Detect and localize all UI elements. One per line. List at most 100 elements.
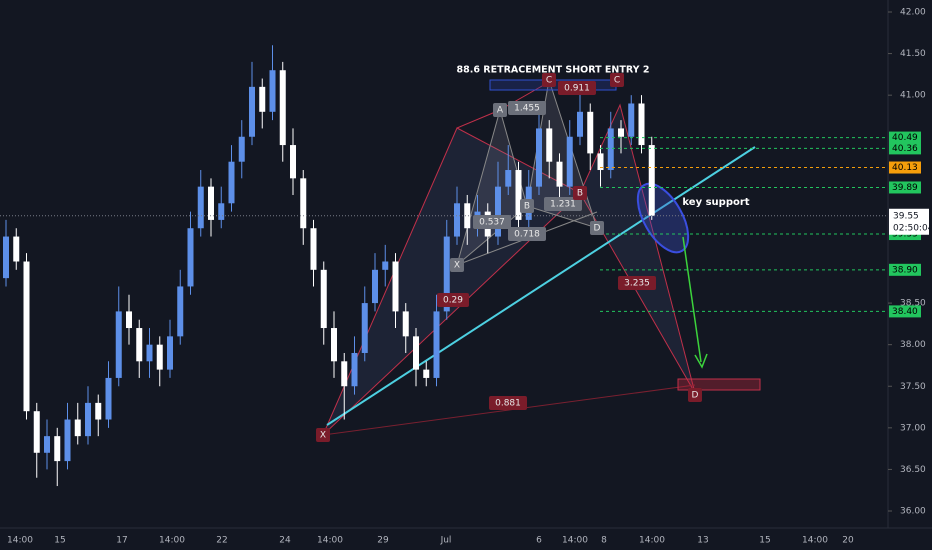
x-tick-label: 14:00	[562, 536, 588, 546]
candle-body	[597, 153, 604, 171]
candle-body	[95, 402, 102, 420]
level-box	[889, 181, 921, 194]
annotation-box	[688, 388, 702, 402]
x-tick-label: 13	[697, 536, 708, 546]
candle-body	[566, 136, 573, 187]
annotation-box	[489, 396, 527, 410]
x-tick-label: 17	[116, 536, 127, 546]
candle-body	[372, 269, 378, 304]
annotation-box	[610, 73, 624, 87]
annotation-box	[520, 199, 534, 213]
annotation: D	[594, 224, 601, 234]
annotation: B	[577, 189, 583, 199]
arrow	[682, 236, 702, 363]
annotation: B	[524, 202, 530, 212]
candle-body	[228, 161, 235, 204]
candle-body	[269, 70, 276, 112]
candle-body	[259, 86, 266, 112]
candle-body	[587, 111, 594, 154]
candle-body	[85, 402, 91, 437]
candle-body	[33, 411, 40, 453]
annotation: D	[692, 391, 699, 401]
y-tick-label: 42.00	[900, 8, 926, 18]
candle-body	[361, 303, 368, 353]
candle-body	[546, 128, 553, 162]
candle-body	[167, 336, 173, 370]
candle-body	[607, 128, 614, 171]
trendline	[326, 146, 756, 426]
annotation: 3.235	[624, 279, 650, 289]
annotation-box	[590, 221, 604, 235]
candle-body	[187, 228, 194, 287]
candle-body	[443, 236, 450, 312]
candle-body	[382, 261, 389, 270]
annotation-box	[558, 81, 596, 95]
candle-body	[628, 103, 635, 137]
x-tick-label: 14:00	[639, 536, 665, 546]
annotation: C	[614, 76, 620, 86]
candle-body	[136, 328, 143, 362]
annotation-box	[618, 276, 656, 290]
annotation-box	[508, 227, 546, 241]
y-tick-label: 38.00	[900, 340, 926, 350]
level-box	[889, 142, 921, 155]
candle-body	[279, 70, 286, 146]
candle-body	[115, 311, 122, 378]
candle-body	[402, 311, 409, 337]
annotation: X	[454, 261, 460, 271]
candle-body	[74, 419, 81, 437]
candle-body	[126, 311, 132, 329]
candle-body	[423, 369, 430, 378]
candle-body	[515, 170, 522, 220]
annotation-box	[437, 293, 469, 307]
candle-body	[341, 361, 348, 387]
candle-body	[156, 344, 163, 370]
countdown: 02:50:04	[893, 223, 932, 233]
level-label: 38.40	[892, 307, 918, 317]
candle-body	[238, 136, 245, 162]
level-box	[889, 161, 921, 174]
level-box	[889, 305, 921, 318]
annotation-box	[493, 103, 507, 117]
last-price-label: 39.55	[893, 211, 919, 221]
annotation: 1.231	[550, 200, 576, 210]
candle-body	[3, 236, 9, 279]
candle-body	[464, 203, 471, 229]
annotation: 1.455	[514, 104, 540, 114]
x-tick-label: 14:00	[7, 536, 33, 546]
candle-body	[146, 344, 153, 362]
candle-body	[577, 111, 583, 137]
annotation: 0.537	[479, 218, 505, 228]
candle-body	[13, 236, 20, 262]
y-tick-label: 41.00	[900, 91, 926, 101]
candle-body	[218, 203, 225, 220]
y-tick-label: 37.50	[900, 382, 926, 392]
candle-body	[105, 377, 112, 420]
candle-body	[536, 128, 542, 187]
candle-body	[320, 269, 327, 329]
candle-body	[290, 145, 296, 179]
x-tick-label: 14:00	[159, 536, 185, 546]
annotation: 0.718	[514, 230, 540, 240]
annotation: 0.29	[443, 296, 463, 306]
candle-body	[197, 186, 204, 229]
y-tick-label: 37.00	[900, 423, 926, 433]
last-price-box	[889, 208, 929, 235]
x-tick-label: 6	[536, 536, 542, 546]
arrow-head	[694, 353, 708, 369]
annotation-box	[316, 428, 330, 442]
annotation: X	[320, 431, 326, 441]
candle-body	[638, 103, 645, 146]
candle-body	[300, 178, 307, 229]
candle-body	[618, 128, 624, 137]
candle-body	[310, 228, 317, 270]
x-tick-label: 8	[601, 536, 607, 546]
annotation-box	[450, 258, 464, 272]
y-tick-label: 36.50	[900, 465, 926, 475]
level-label: 39.89	[892, 183, 918, 193]
candle-body	[413, 336, 419, 370]
candle-body	[505, 170, 512, 187]
x-tick-label: 14:00	[802, 536, 828, 546]
annotation-box	[573, 186, 587, 200]
x-tick-label: 22	[216, 536, 227, 546]
